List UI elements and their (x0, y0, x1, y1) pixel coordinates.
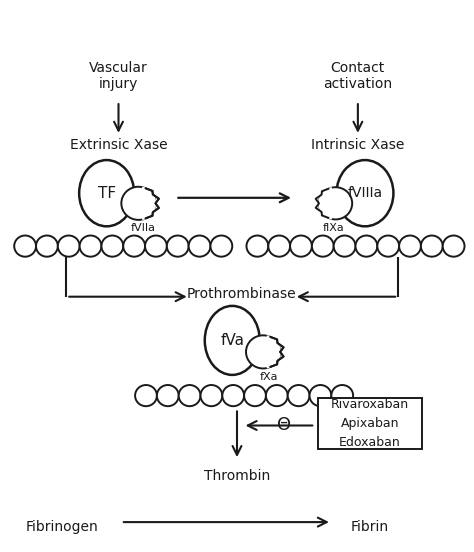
Circle shape (179, 385, 201, 406)
Circle shape (244, 385, 266, 406)
Circle shape (58, 236, 80, 257)
Circle shape (310, 385, 331, 406)
Circle shape (246, 335, 280, 369)
Circle shape (266, 385, 288, 406)
Circle shape (80, 236, 101, 257)
Circle shape (167, 236, 189, 257)
Text: Prothrombinase: Prothrombinase (187, 288, 297, 301)
Text: Θ: Θ (277, 417, 291, 434)
Ellipse shape (79, 160, 134, 226)
Text: Thrombin: Thrombin (204, 469, 270, 483)
Text: Fibrin: Fibrin (351, 519, 389, 534)
Text: fVIIIa: fVIIIa (347, 186, 383, 200)
Text: TF: TF (98, 185, 116, 201)
Circle shape (421, 236, 443, 257)
Circle shape (443, 236, 465, 257)
Circle shape (331, 385, 353, 406)
Polygon shape (319, 188, 336, 219)
Circle shape (288, 385, 310, 406)
Circle shape (189, 236, 210, 257)
Circle shape (319, 187, 352, 220)
Circle shape (222, 385, 244, 406)
Circle shape (123, 236, 145, 257)
Circle shape (121, 187, 155, 220)
Text: Extrinsic Xase: Extrinsic Xase (70, 138, 167, 152)
Text: fXa: fXa (259, 372, 278, 382)
Circle shape (135, 385, 157, 406)
Polygon shape (263, 336, 280, 368)
Circle shape (101, 236, 123, 257)
Text: fVIIa: fVIIa (131, 222, 155, 232)
Circle shape (145, 236, 167, 257)
Circle shape (14, 236, 36, 257)
Circle shape (246, 236, 268, 257)
Text: Rivaroxaban
Apixaban
Edoxaban: Rivaroxaban Apixaban Edoxaban (331, 397, 409, 449)
Text: Contact
activation: Contact activation (323, 61, 392, 91)
Circle shape (157, 385, 179, 406)
Text: Vascular
injury: Vascular injury (89, 61, 148, 91)
Text: Intrinsic Xase: Intrinsic Xase (311, 138, 404, 152)
Text: fVa: fVa (220, 333, 244, 348)
Circle shape (377, 236, 399, 257)
Circle shape (210, 236, 232, 257)
Text: Fibrinogen: Fibrinogen (25, 519, 98, 534)
Circle shape (399, 236, 421, 257)
Circle shape (334, 236, 356, 257)
Circle shape (36, 236, 58, 257)
Circle shape (290, 236, 312, 257)
Ellipse shape (205, 306, 260, 375)
Polygon shape (138, 187, 155, 219)
Circle shape (268, 236, 290, 257)
FancyBboxPatch shape (318, 398, 422, 448)
Ellipse shape (337, 160, 393, 226)
Circle shape (312, 236, 334, 257)
Circle shape (356, 236, 377, 257)
Circle shape (201, 385, 222, 406)
Text: fIXa: fIXa (322, 222, 344, 232)
